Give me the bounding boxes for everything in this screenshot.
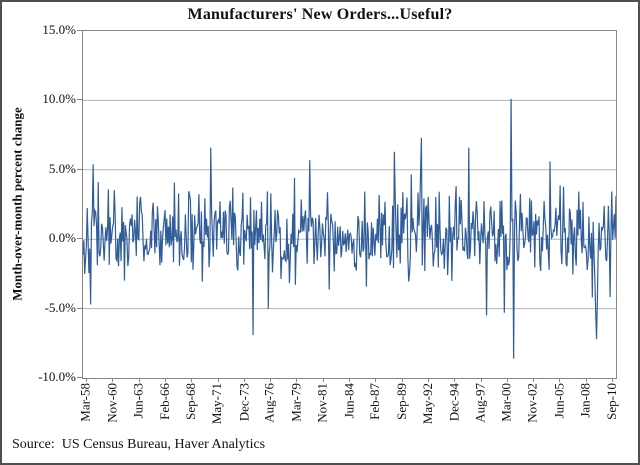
x-tick-mark <box>612 378 613 382</box>
x-tick-label: Feb-66 <box>156 383 172 420</box>
x-tick-mark <box>164 378 166 382</box>
plot-area <box>82 30 617 379</box>
x-tick-label: Nov-02 <box>525 383 541 423</box>
y-tick-label: 5.0% <box>48 160 76 176</box>
x-tick-label: Jan-08 <box>577 383 593 418</box>
y-tick-label: -5.0% <box>44 299 76 315</box>
x-tick-mark <box>401 378 403 382</box>
x-tick-label: Dec-94 <box>446 383 462 422</box>
y-tick-mark <box>77 99 82 101</box>
series-line <box>83 99 616 359</box>
y-tick-mark <box>77 377 82 378</box>
x-tick-label: May-92 <box>419 383 435 425</box>
y-tick-mark <box>77 238 82 240</box>
y-tick-mark <box>77 30 82 31</box>
y-tick-label: 0.0% <box>48 230 76 246</box>
x-tick-label: Aug-76 <box>262 383 278 423</box>
y-tick-mark <box>77 307 82 309</box>
x-tick-mark <box>270 378 272 382</box>
x-tick-mark <box>375 378 377 382</box>
x-tick-mark <box>585 378 587 382</box>
x-tick-mark <box>191 378 193 382</box>
x-tick-mark <box>559 378 561 382</box>
x-tick-mark <box>86 378 87 382</box>
x-tick-label: Mar-58 <box>78 383 93 422</box>
x-tick-mark <box>112 378 114 382</box>
source-note: Source: US Census Bureau, Haver Analytic… <box>12 437 266 452</box>
x-tick-mark <box>427 378 429 382</box>
x-tick-mark <box>506 378 508 382</box>
x-tick-label: Nov-60 <box>104 383 120 423</box>
x-tick-label: Feb-87 <box>367 383 383 420</box>
x-tick-label: Sep-89 <box>393 383 409 420</box>
x-tick-label: Sep-10 <box>604 383 619 420</box>
x-tick-label: May-71 <box>209 383 225 425</box>
x-tick-label: Nov-81 <box>314 383 330 423</box>
x-tick-label: Aug-97 <box>472 383 488 423</box>
x-tick-mark <box>322 378 324 382</box>
chart-canvas <box>83 99 616 359</box>
y-tick-mark <box>77 168 82 170</box>
chart-title: Manufacturers' New Orders...Useful? <box>187 6 453 23</box>
x-tick-label: Mar-79 <box>288 383 304 422</box>
y-axis-title: Month-over-month percent change <box>9 107 25 301</box>
x-tick-mark <box>296 378 298 382</box>
x-tick-label: Jun-05 <box>551 383 567 419</box>
x-tick-label: Mar-00 <box>498 383 514 422</box>
x-tick-mark <box>243 378 245 382</box>
y-tick-label: 10.0% <box>42 91 76 107</box>
x-tick-mark <box>533 378 535 382</box>
x-tick-label: Jun-63 <box>130 383 146 419</box>
x-tick-mark <box>349 378 350 382</box>
x-tick-label: Jun-84 <box>341 383 356 419</box>
y-tick-label: 15.0% <box>42 22 76 37</box>
x-tick-mark <box>217 378 219 382</box>
x-tick-mark <box>138 378 140 382</box>
x-tick-label: Sep-68 <box>183 383 199 420</box>
y-tick-label: -10.0% <box>38 369 76 384</box>
x-tick-label: Dec-73 <box>235 383 251 422</box>
x-tick-mark <box>480 378 482 382</box>
x-tick-mark <box>454 378 456 382</box>
